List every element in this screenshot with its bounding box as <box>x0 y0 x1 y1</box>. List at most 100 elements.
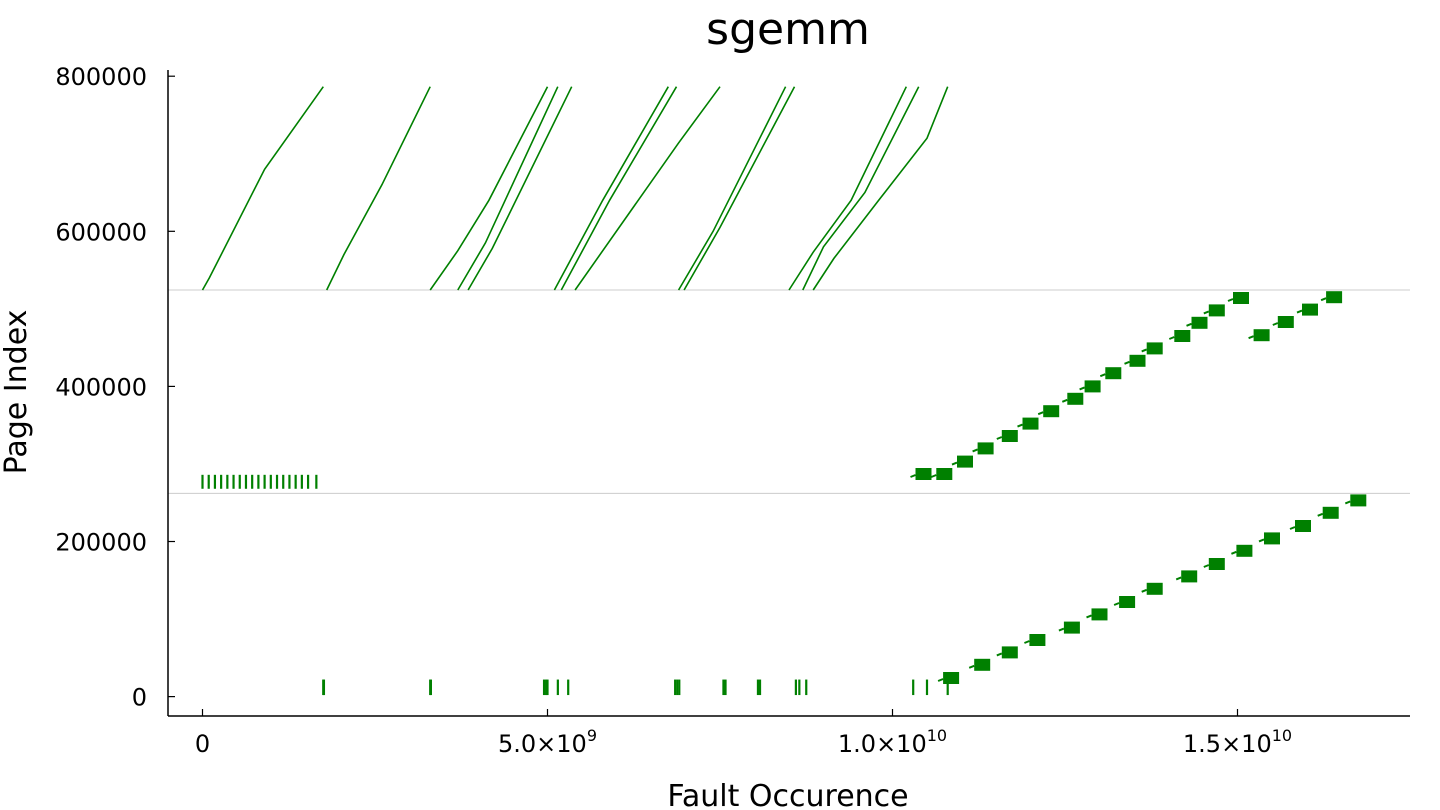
fault-cluster-tail <box>1320 297 1327 302</box>
y-tick-label: 800000 <box>55 63 147 91</box>
fault-stream-line <box>201 86 324 291</box>
fault-cluster-tail <box>1124 360 1130 365</box>
fault-cluster-tail <box>1203 564 1210 568</box>
fault-cluster-block <box>1001 430 1018 442</box>
x-tick-label: 5.0×109 <box>498 726 597 758</box>
fault-cluster-tail <box>1061 398 1068 403</box>
fault-cluster-block <box>1350 494 1367 507</box>
chart-title: sgemm <box>706 4 870 55</box>
fault-cluster-tail <box>1248 335 1254 340</box>
fault-stream-line <box>802 86 920 291</box>
fault-cluster-tail <box>1099 373 1106 378</box>
fault-stream-line <box>467 86 573 291</box>
x-axis-label: Fault Occurence <box>667 779 908 810</box>
fault-cluster-block <box>1326 291 1343 304</box>
fault-cluster-block <box>957 455 973 468</box>
fault-cluster-tail <box>1024 640 1030 644</box>
x-tick-label: 0 <box>195 730 210 758</box>
fault-cluster-block <box>1236 544 1253 557</box>
fault-stream-line <box>677 86 787 291</box>
y-ticks: 0 200000 400000 600000 800000 <box>55 63 175 712</box>
fault-cluster-tail <box>930 474 937 478</box>
fault-cluster-block <box>1084 380 1101 393</box>
axes <box>167 70 1410 717</box>
fault-cluster-block <box>974 658 991 671</box>
fault-cluster-block <box>1119 596 1136 608</box>
fault-stream-line <box>560 86 678 291</box>
fault-cluster-block <box>1022 417 1039 430</box>
fault-cluster-tail <box>1231 550 1237 555</box>
fault-cluster-tail <box>1141 348 1148 353</box>
fault-cluster-tail <box>1227 298 1234 302</box>
fault-cluster-block <box>1105 367 1122 380</box>
fault-cluster-tail <box>937 678 944 682</box>
fault-cluster-block <box>1001 646 1018 659</box>
fault-cluster-block <box>1208 558 1225 570</box>
plot-area <box>201 86 1367 696</box>
fault-cluster-tail <box>1203 310 1210 315</box>
fault-cluster-block <box>1146 582 1163 595</box>
fault-cluster-block <box>1043 405 1060 418</box>
fault-cluster-tail <box>996 652 1003 657</box>
fault-cluster-tail <box>1113 602 1120 606</box>
fault-cluster-tail <box>972 448 978 453</box>
fault-stream-line <box>812 86 949 291</box>
fault-cluster-block <box>1067 392 1084 405</box>
fault-cluster-block <box>936 468 953 480</box>
fault-cluster-block <box>1277 316 1294 328</box>
fault-stream-line <box>325 86 431 291</box>
x-ticks: 0 5.0×109 1.0×1010 1.5×1010 <box>195 709 1292 758</box>
fault-cluster-block <box>1029 634 1046 646</box>
fault-cluster-block <box>1264 532 1280 545</box>
fault-cluster-block <box>1295 520 1311 532</box>
fault-cluster-tail <box>1037 411 1044 416</box>
y-tick-label: 200000 <box>55 529 147 557</box>
y-axis-label: Page Index <box>0 310 34 475</box>
fault-cluster-block <box>1129 354 1146 367</box>
fault-cluster-tail <box>1186 322 1192 327</box>
fault-stream-line <box>683 86 796 291</box>
fault-stream-line <box>574 86 721 291</box>
y-tick-label: 0 <box>132 684 147 712</box>
fault-cluster-tail <box>1017 423 1023 428</box>
fault-cluster-block <box>1253 329 1270 342</box>
fault-cluster-block <box>1181 570 1198 583</box>
x-tick-label: 1.0×1010 <box>838 726 947 758</box>
fault-cluster-block <box>1146 342 1163 355</box>
fault-stream-line <box>788 86 908 291</box>
fault-cluster-tail <box>1289 526 1296 530</box>
fault-stream-line <box>553 86 669 291</box>
reference-lines <box>168 289 1410 494</box>
fault-cluster-tail <box>1168 336 1175 340</box>
fault-stream-line <box>429 86 549 291</box>
y-tick-label: 400000 <box>55 373 147 401</box>
fault-cluster-block <box>1302 303 1318 316</box>
fault-cluster-block <box>1233 292 1249 304</box>
y-tick-label: 600000 <box>55 218 147 246</box>
fault-cluster-tail <box>910 474 916 478</box>
fault-cluster-tail <box>1141 588 1148 593</box>
fault-cluster-block <box>1191 316 1208 329</box>
fault-cluster-tail <box>1296 309 1303 314</box>
fault-cluster-tail <box>1175 576 1182 581</box>
fault-cluster-tail <box>1086 614 1092 619</box>
fault-cluster-tail <box>1079 386 1085 391</box>
fault-cluster-block <box>915 468 932 480</box>
fault-cluster-tail <box>1344 500 1351 505</box>
fault-cluster-block <box>1322 506 1339 519</box>
fault-cluster-tail <box>1058 627 1065 632</box>
fault-cluster-tail <box>1317 512 1324 517</box>
fault-cluster-tail <box>1272 322 1279 326</box>
fault-cluster-block <box>943 672 960 684</box>
fault-cluster-block <box>977 442 994 455</box>
fault-cluster-tail <box>951 461 958 466</box>
fault-stream-line <box>457 86 559 291</box>
fault-cluster-tail <box>968 664 975 669</box>
fault-cluster-tail <box>996 436 1003 440</box>
x-tick-label: 1.5×1010 <box>1183 726 1292 758</box>
fault-cluster-block <box>1063 621 1080 634</box>
fault-cluster-tail <box>1258 538 1265 543</box>
fault-cluster-block <box>1174 330 1191 342</box>
fault-cluster-block <box>1208 304 1225 317</box>
